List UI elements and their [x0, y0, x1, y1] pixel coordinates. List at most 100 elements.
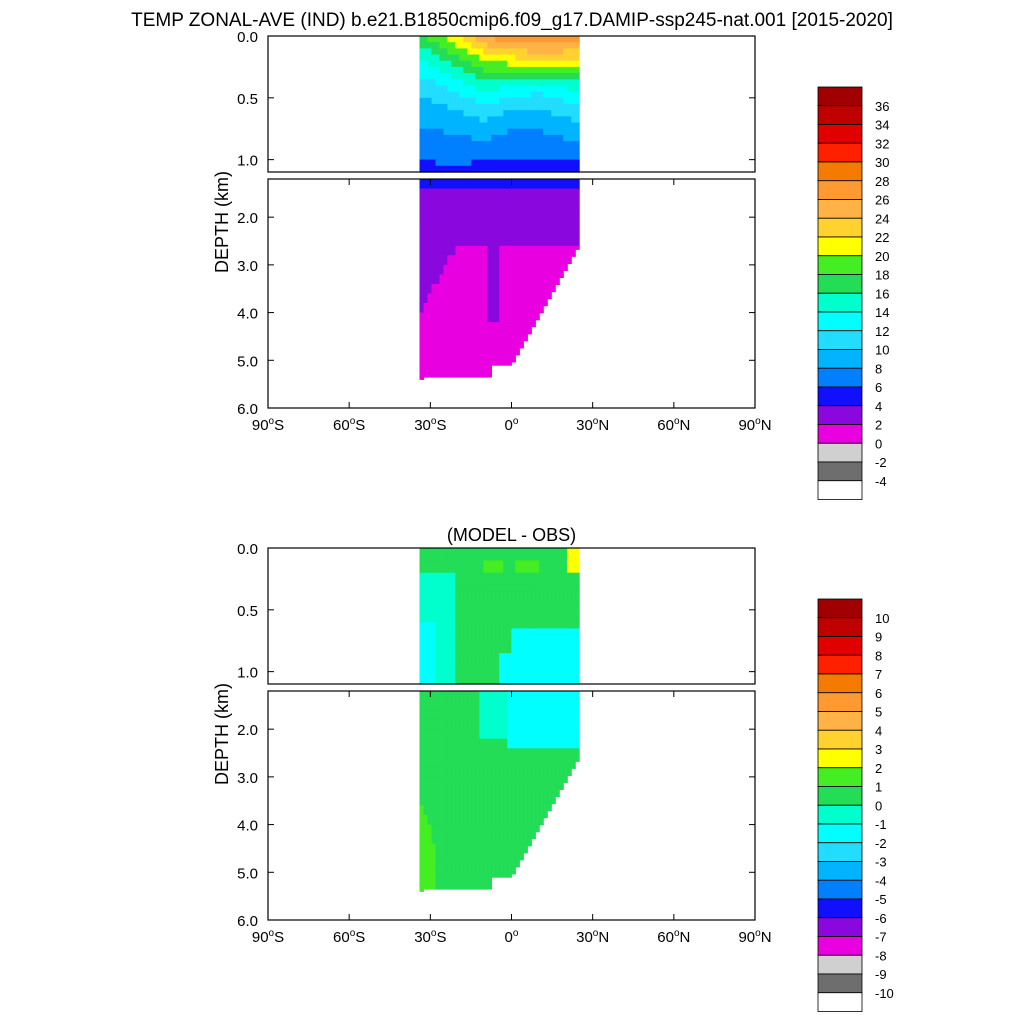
field-cell [483, 548, 488, 555]
field-cell [515, 616, 520, 623]
field-cell [523, 312, 528, 323]
field-cell [515, 700, 520, 711]
field-cell [567, 159, 572, 167]
field-cell [535, 805, 540, 816]
field-cell [463, 566, 468, 574]
field-cell [435, 60, 441, 68]
field-cell [555, 572, 560, 580]
field-cell [491, 104, 496, 111]
field-cell [419, 274, 425, 285]
field-cell [475, 591, 480, 599]
field-cell [459, 217, 464, 228]
field-cell [463, 843, 468, 854]
field-cell [539, 134, 544, 142]
field-cell [443, 350, 449, 361]
field-cell [467, 110, 472, 117]
field-cell [419, 159, 425, 167]
field-cell [483, 640, 488, 648]
x-tick-label: 0o [505, 928, 519, 946]
field-cell [487, 862, 492, 873]
field-cell [519, 73, 524, 80]
field-cell [423, 350, 429, 361]
field-cell [487, 134, 492, 142]
field-cell [551, 757, 556, 768]
field-cell [439, 815, 445, 826]
field-cell [539, 85, 544, 93]
field-cell [475, 264, 480, 275]
field-cell [471, 293, 476, 304]
colorbar-swatch [817, 442, 863, 463]
field-cell [527, 245, 532, 256]
field-cell [495, 646, 500, 654]
field-cell [515, 312, 520, 323]
field-cell [467, 646, 472, 654]
field-cell [483, 805, 488, 816]
field-cell [479, 42, 484, 49]
field-cell [503, 122, 508, 130]
field-cell [535, 677, 540, 685]
field-cell [483, 369, 488, 378]
field-cell [443, 572, 449, 580]
field-cell [459, 226, 464, 237]
field-cell [491, 198, 496, 209]
field-cell [475, 659, 480, 667]
field-cell [559, 207, 564, 218]
field-cell [459, 36, 464, 43]
field-cell [559, 560, 564, 568]
field-cell [539, 665, 544, 673]
field-cell [547, 646, 552, 654]
field-cell [499, 128, 504, 136]
field-cell [423, 591, 429, 599]
field-cell [535, 207, 540, 218]
field-cell [519, 116, 524, 124]
field-cell [467, 591, 472, 599]
field-cell [511, 640, 516, 648]
field-cell [467, 572, 472, 580]
field-cell [571, 207, 576, 218]
field-cell [423, 548, 429, 555]
field-cell [527, 671, 532, 679]
field-cell [531, 566, 536, 574]
field-cell [443, 738, 449, 749]
field-cell [475, 862, 480, 873]
field-cell [567, 226, 572, 237]
field-cell [479, 767, 484, 778]
field-cell [443, 824, 449, 835]
field-cell [567, 597, 572, 605]
field-cell [499, 548, 504, 555]
field-cell [431, 776, 437, 787]
field-cell [471, 872, 476, 883]
field-cell [559, 147, 564, 155]
field-cell [475, 236, 480, 247]
field-cell [535, 757, 540, 768]
field-cell [495, 116, 500, 124]
field-cell [571, 616, 576, 623]
field-cell [547, 293, 552, 300]
field-cell [547, 710, 552, 721]
field-cell [571, 609, 576, 617]
field-cell [455, 616, 460, 623]
field-cell [499, 729, 504, 740]
field-cell [547, 179, 552, 190]
colorbar-label: 36 [875, 99, 889, 114]
field-cell [423, 554, 429, 561]
field-cell [451, 236, 456, 247]
field-cell [447, 128, 452, 136]
field-cell [483, 303, 488, 314]
field-cell [419, 872, 425, 883]
field-cell [503, 104, 508, 111]
field-cell [447, 634, 452, 642]
field-cell [507, 312, 512, 323]
field-cell [431, 179, 437, 190]
field-cell [435, 274, 441, 285]
field-cell [523, 585, 528, 592]
field-cell [455, 245, 460, 256]
field-cell [455, 566, 460, 574]
field-cell [423, 128, 429, 136]
field-cell [431, 748, 437, 759]
field-cell [519, 757, 524, 768]
field-cell [507, 757, 512, 768]
field-cell [423, 796, 429, 807]
field-cell [511, 165, 516, 173]
field-cell [515, 245, 520, 256]
